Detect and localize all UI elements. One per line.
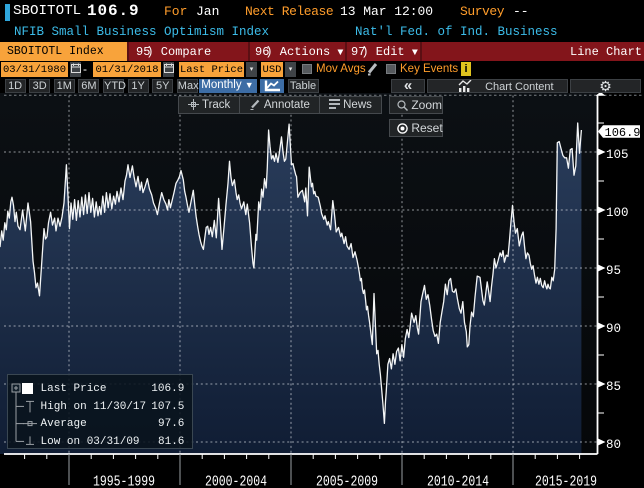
svg-text:2000-2004: 2000-2004 bbox=[205, 473, 267, 488]
svg-text:1995-1999: 1995-1999 bbox=[93, 473, 155, 488]
svg-text:2010-2014: 2010-2014 bbox=[427, 473, 489, 488]
svg-text:106.9: 106.9 bbox=[605, 126, 641, 140]
svg-text:2015-2019: 2015-2019 bbox=[535, 473, 597, 488]
svg-text:80: 80 bbox=[606, 438, 621, 452]
svg-text:85: 85 bbox=[606, 380, 621, 394]
svg-text:95: 95 bbox=[606, 264, 621, 278]
svg-text:100: 100 bbox=[606, 206, 629, 220]
svg-text:2005-2009: 2005-2009 bbox=[316, 473, 378, 488]
svg-text:90: 90 bbox=[606, 322, 621, 336]
svg-text:105: 105 bbox=[606, 148, 629, 162]
